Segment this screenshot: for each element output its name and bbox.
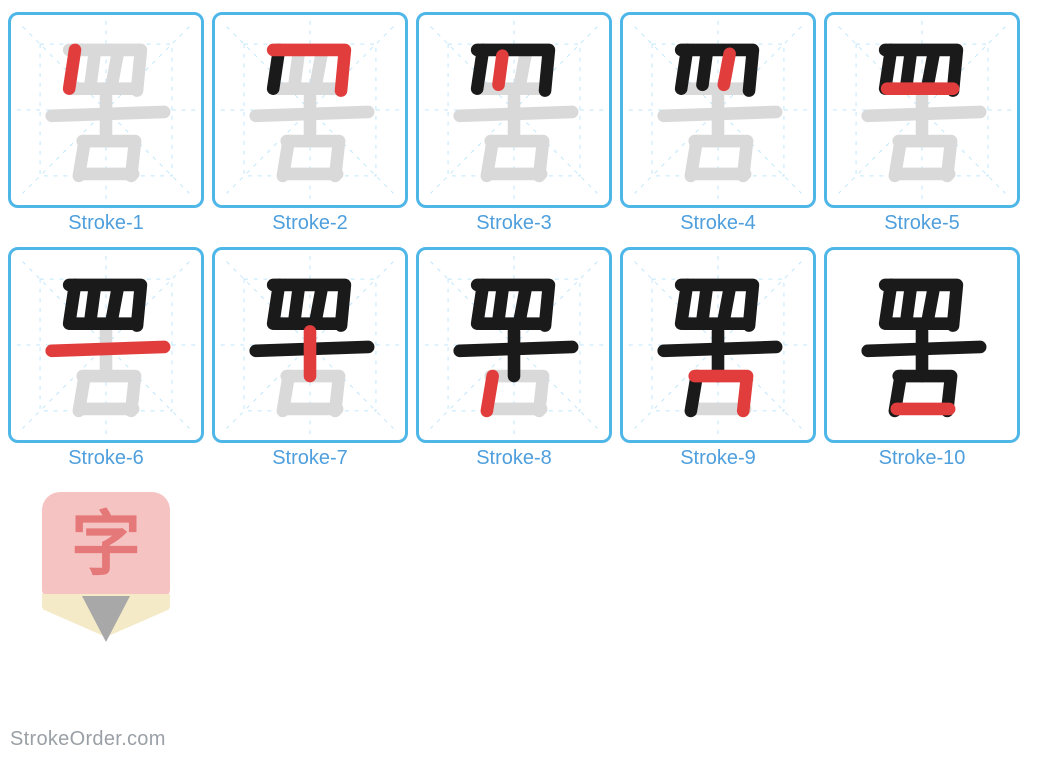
stroke-cell: Stroke-8 <box>416 247 612 470</box>
pencil-tip-icon <box>82 596 130 642</box>
stroke-tile <box>8 247 204 443</box>
stroke-tile <box>212 247 408 443</box>
stroke-grid: Stroke-1 Stroke-2 Stroke-3 Stroke-4 Stro… <box>8 12 1042 678</box>
stroke-cell: Stroke-7 <box>212 247 408 470</box>
stroke-caption: Stroke-7 <box>272 447 348 470</box>
stroke-caption: Stroke-9 <box>680 447 756 470</box>
stroke-cell: Stroke-5 <box>824 12 1020 235</box>
stroke-cell: Stroke-6 <box>8 247 204 470</box>
stroke-tile <box>416 12 612 208</box>
site-footer-text: StrokeOrder.com <box>10 728 166 751</box>
stroke-caption: Stroke-6 <box>68 447 144 470</box>
stroke-cell: Stroke-1 <box>8 12 204 235</box>
logo-background: 字 <box>42 492 170 596</box>
stroke-cell: Stroke-2 <box>212 12 408 235</box>
stroke-tile <box>620 247 816 443</box>
stroke-tile <box>8 12 204 208</box>
stroke-caption: Stroke-1 <box>68 212 144 235</box>
stroke-cell: Stroke-3 <box>416 12 612 235</box>
stroke-tile <box>824 12 1020 208</box>
stroke-tile <box>620 12 816 208</box>
stroke-tile <box>824 247 1020 443</box>
stroke-caption: Stroke-10 <box>879 447 966 470</box>
stroke-tile <box>416 247 612 443</box>
stroke-cell: Stroke-9 <box>620 247 816 470</box>
stroke-tile <box>212 12 408 208</box>
stroke-cell: Stroke-10 <box>824 247 1020 470</box>
site-logo: 字 <box>8 482 204 678</box>
stroke-caption: Stroke-4 <box>680 212 756 235</box>
stroke-caption: Stroke-2 <box>272 212 348 235</box>
logo-char-icon: 字 <box>71 509 141 579</box>
stroke-cell: Stroke-4 <box>620 12 816 235</box>
stroke-caption: Stroke-8 <box>476 447 552 470</box>
stroke-caption: Stroke-3 <box>476 212 552 235</box>
stroke-caption: Stroke-5 <box>884 212 960 235</box>
logo-cell: 字 <box>8 482 204 678</box>
